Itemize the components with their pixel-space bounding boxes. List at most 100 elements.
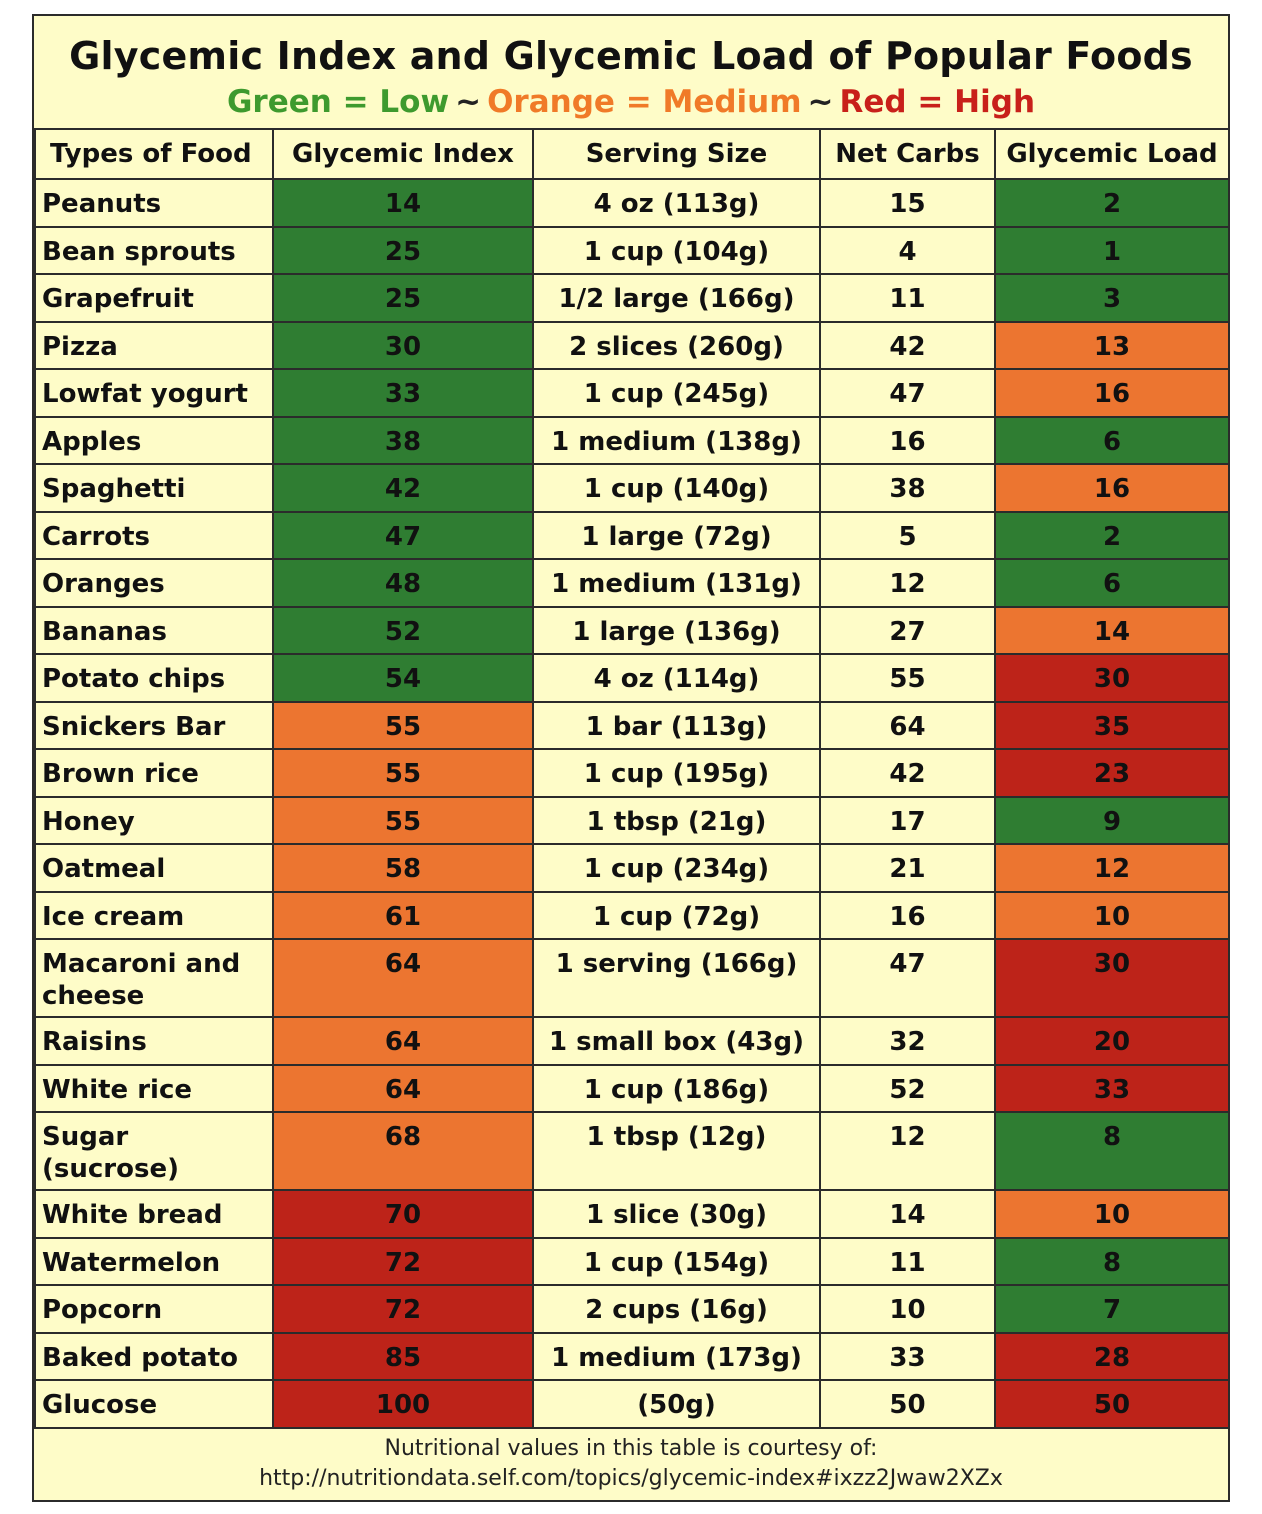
net-carbs-cell: 32 bbox=[819, 1016, 996, 1066]
glycemic-index-cell: 58 bbox=[272, 843, 534, 893]
serving-size-cell: 1/2 large (166g) bbox=[532, 273, 821, 323]
food-name-cell: Macaroni and cheese bbox=[34, 938, 274, 1018]
food-name-cell: Bean sprouts bbox=[34, 225, 274, 275]
table-row: Macaroni and cheese 64 1 serving (166g) 47 3… bbox=[34, 938, 1230, 1018]
serving-size-cell: 1 cup (195g) bbox=[532, 748, 821, 798]
food-name-cell: Peanuts bbox=[34, 178, 274, 228]
net-carbs-cell: 52 bbox=[819, 1063, 996, 1113]
net-carbs-cell: 10 bbox=[819, 1284, 996, 1334]
glycemic-load-cell: 8 bbox=[994, 1236, 1230, 1286]
food-name-cell: Carrots bbox=[34, 510, 274, 560]
glycemic-index-cell: 55 bbox=[272, 700, 534, 750]
table-row: White bread 70 1 slice (30g) 14 10 bbox=[34, 1189, 1230, 1239]
legend-orange: Orange = Medium bbox=[487, 84, 802, 120]
food-name-cell: Glucose bbox=[34, 1379, 274, 1429]
food-name-cell: Lowfat yogurt bbox=[34, 368, 274, 418]
glycemic-index-cell: 33 bbox=[272, 368, 534, 418]
glycemic-index-cell: 64 bbox=[272, 1063, 534, 1113]
glycemic-load-cell: 6 bbox=[994, 558, 1230, 608]
glycemic-load-cell: 33 bbox=[994, 1063, 1230, 1113]
food-name-cell: White rice bbox=[34, 1063, 274, 1113]
glycemic-chart: Glycemic Index and Glycemic Load of Popu… bbox=[32, 14, 1230, 1502]
table-body: Peanuts 14 4 oz (113g) 15 2 Bean sprouts 25 1 c… bbox=[34, 178, 1230, 1429]
glycemic-index-cell: 48 bbox=[272, 558, 534, 608]
food-name-cell: Oranges bbox=[34, 558, 274, 608]
table-row: Brown rice 55 1 cup (195g) 42 23 bbox=[34, 748, 1230, 798]
glycemic-index-cell: 55 bbox=[272, 748, 534, 798]
glycemic-index-cell: 100 bbox=[272, 1379, 534, 1429]
glycemic-load-cell: 35 bbox=[994, 700, 1230, 750]
food-name-cell: Snickers Bar bbox=[34, 700, 274, 750]
net-carbs-cell: 17 bbox=[819, 795, 996, 845]
glycemic-index-cell: 38 bbox=[272, 415, 534, 465]
table-row: Ice cream 61 1 cup (72g) 16 10 bbox=[34, 890, 1230, 940]
serving-size-cell: 1 cup (72g) bbox=[532, 890, 821, 940]
glycemic-index-cell: 25 bbox=[272, 273, 534, 323]
net-carbs-cell: 12 bbox=[819, 1111, 996, 1191]
net-carbs-cell: 5 bbox=[819, 510, 996, 560]
serving-size-cell: 1 tbsp (21g) bbox=[532, 795, 821, 845]
net-carbs-cell: 11 bbox=[819, 1236, 996, 1286]
legend-separator: ~ bbox=[807, 84, 834, 120]
table-row: Sugar (sucrose) 68 1 tbsp (12g) 12 8 bbox=[34, 1111, 1230, 1191]
glycemic-load-cell: 13 bbox=[994, 320, 1230, 370]
glycemic-load-cell: 1 bbox=[994, 225, 1230, 275]
serving-size-cell: 1 medium (138g) bbox=[532, 415, 821, 465]
net-carbs-cell: 33 bbox=[819, 1331, 996, 1381]
table-row: Potato chips 54 4 oz (114g) 55 30 bbox=[34, 653, 1230, 703]
table-row: Watermelon 72 1 cup (154g) 11 8 bbox=[34, 1236, 1230, 1286]
glycemic-index-cell: 72 bbox=[272, 1236, 534, 1286]
net-carbs-cell: 47 bbox=[819, 938, 996, 1018]
food-name-cell: Ice cream bbox=[34, 890, 274, 940]
table-row: Oatmeal 58 1 cup (234g) 21 12 bbox=[34, 843, 1230, 893]
table-row: Bean sprouts 25 1 cup (104g) 4 1 bbox=[34, 225, 1230, 275]
net-carbs-cell: 11 bbox=[819, 273, 996, 323]
serving-size-cell: (50g) bbox=[532, 1379, 821, 1429]
glycemic-load-cell: 2 bbox=[994, 510, 1230, 560]
food-name-cell: Sugar (sucrose) bbox=[34, 1111, 274, 1191]
serving-size-cell: 2 cups (16g) bbox=[532, 1284, 821, 1334]
serving-size-cell: 1 medium (173g) bbox=[532, 1331, 821, 1381]
table-row: Lowfat yogurt 33 1 cup (245g) 47 16 bbox=[34, 368, 1230, 418]
food-name-cell: Bananas bbox=[34, 605, 274, 655]
net-carbs-cell: 27 bbox=[819, 605, 996, 655]
glycemic-index-cell: 47 bbox=[272, 510, 534, 560]
net-carbs-cell: 50 bbox=[819, 1379, 996, 1429]
serving-size-cell: 1 serving (166g) bbox=[532, 938, 821, 1018]
food-name-cell: Grapefruit bbox=[34, 273, 274, 323]
food-name-cell: Potato chips bbox=[34, 653, 274, 703]
food-name-cell: Watermelon bbox=[34, 1236, 274, 1286]
table-row: Oranges 48 1 medium (131g) 12 6 bbox=[34, 558, 1230, 608]
table-row: Raisins 64 1 small box (43g) 32 20 bbox=[34, 1016, 1230, 1066]
glycemic-load-cell: 30 bbox=[994, 653, 1230, 703]
color-legend: Green = Low ~ Orange = Medium ~ Red = High bbox=[34, 84, 1228, 120]
serving-size-cell: 1 cup (245g) bbox=[532, 368, 821, 418]
net-carbs-cell: 38 bbox=[819, 463, 996, 513]
net-carbs-cell: 14 bbox=[819, 1189, 996, 1239]
serving-size-cell: 1 tbsp (12g) bbox=[532, 1111, 821, 1191]
glycemic-load-cell: 10 bbox=[994, 890, 1230, 940]
food-name-cell: Pizza bbox=[34, 320, 274, 370]
table-row: Pizza 30 2 slices (260g) 42 13 bbox=[34, 320, 1230, 370]
column-header-net-carbs: Net Carbs bbox=[819, 128, 996, 180]
source-credit-text: Nutritional values in this table is cour… bbox=[384, 1436, 878, 1461]
glycemic-load-cell: 2 bbox=[994, 178, 1230, 228]
glycemic-load-cell: 12 bbox=[994, 843, 1230, 893]
source-url: http://nutritiondata.self.com/topics/gly… bbox=[259, 1466, 1003, 1491]
serving-size-cell: 1 cup (186g) bbox=[532, 1063, 821, 1113]
serving-size-cell: 1 large (72g) bbox=[532, 510, 821, 560]
table-row: Honey 55 1 tbsp (21g) 17 9 bbox=[34, 795, 1230, 845]
legend-red: Red = High bbox=[839, 84, 1036, 120]
glycemic-index-cell: 25 bbox=[272, 225, 534, 275]
glycemic-index-cell: 54 bbox=[272, 653, 534, 703]
glycemic-load-cell: 8 bbox=[994, 1111, 1230, 1191]
food-name-cell: Baked potato bbox=[34, 1331, 274, 1381]
table-row: Apples 38 1 medium (138g) 16 6 bbox=[34, 415, 1230, 465]
net-carbs-cell: 55 bbox=[819, 653, 996, 703]
glycemic-load-cell: 14 bbox=[994, 605, 1230, 655]
glycemic-load-cell: 10 bbox=[994, 1189, 1230, 1239]
serving-size-cell: 1 medium (131g) bbox=[532, 558, 821, 608]
net-carbs-cell: 47 bbox=[819, 368, 996, 418]
serving-size-cell: 4 oz (114g) bbox=[532, 653, 821, 703]
food-name-cell: Apples bbox=[34, 415, 274, 465]
